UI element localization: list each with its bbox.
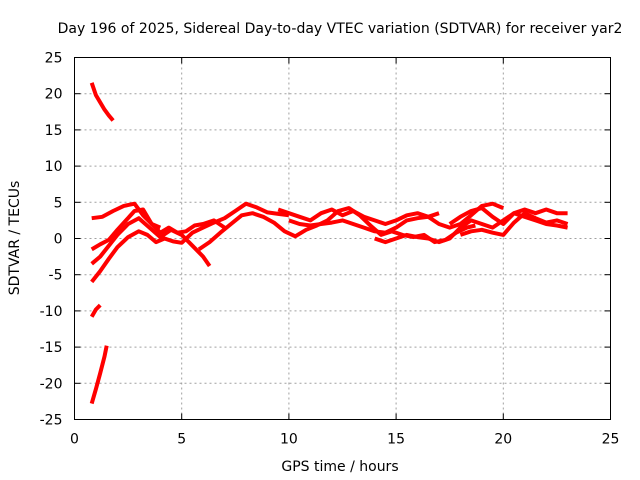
x-axis-label: GPS time / hours bbox=[281, 459, 398, 475]
x-tick-label: 15 bbox=[387, 432, 405, 448]
series-line-sat-j bbox=[277, 207, 440, 226]
series-line-sat-e bbox=[90, 216, 212, 268]
y-tick-label: -10 bbox=[40, 304, 63, 320]
series-line-sat-i bbox=[288, 201, 505, 235]
y-tick-label: -5 bbox=[49, 268, 63, 284]
series-line-sat-c bbox=[89, 303, 102, 318]
chart-title: Day 196 of 2025, Sidereal Day-to-day VTE… bbox=[58, 21, 623, 37]
y-tick-label: 10 bbox=[45, 159, 63, 175]
y-tick-label: 15 bbox=[45, 123, 63, 139]
x-tick-label: 5 bbox=[177, 432, 186, 448]
x-tick-label: 0 bbox=[70, 432, 79, 448]
series-line-sat-l bbox=[448, 206, 568, 226]
x-tick-label: 10 bbox=[280, 432, 298, 448]
series-layer bbox=[89, 82, 569, 405]
series-line-sat-a bbox=[89, 82, 115, 122]
y-axis-label: SDTVAR / TECUs bbox=[7, 181, 23, 296]
grid-layer bbox=[74, 57, 611, 420]
series-line-sat-g bbox=[91, 201, 162, 230]
y-tick-label: -20 bbox=[40, 376, 63, 392]
tick-layer: 0 5 10 15 20 25 -25 -20 -15 -10 -5 0 5 10 15 20 25 bbox=[40, 51, 620, 448]
series-line-sat-k bbox=[374, 211, 568, 245]
y-tick-label: 0 bbox=[54, 232, 63, 248]
y-tick-label: -15 bbox=[40, 340, 63, 356]
y-tick-label: 25 bbox=[45, 51, 63, 67]
series-line-sat-b bbox=[89, 345, 109, 405]
series-line-sat-f bbox=[90, 207, 226, 252]
x-tick-label: 25 bbox=[602, 432, 620, 448]
series-line-sat-m bbox=[459, 211, 569, 237]
y-tick-label: 5 bbox=[54, 195, 63, 211]
y-tick-label: 20 bbox=[45, 87, 63, 103]
y-tick-label: -25 bbox=[40, 413, 63, 429]
series-line-sat-d bbox=[90, 201, 290, 284]
x-tick-label: 20 bbox=[494, 432, 512, 448]
